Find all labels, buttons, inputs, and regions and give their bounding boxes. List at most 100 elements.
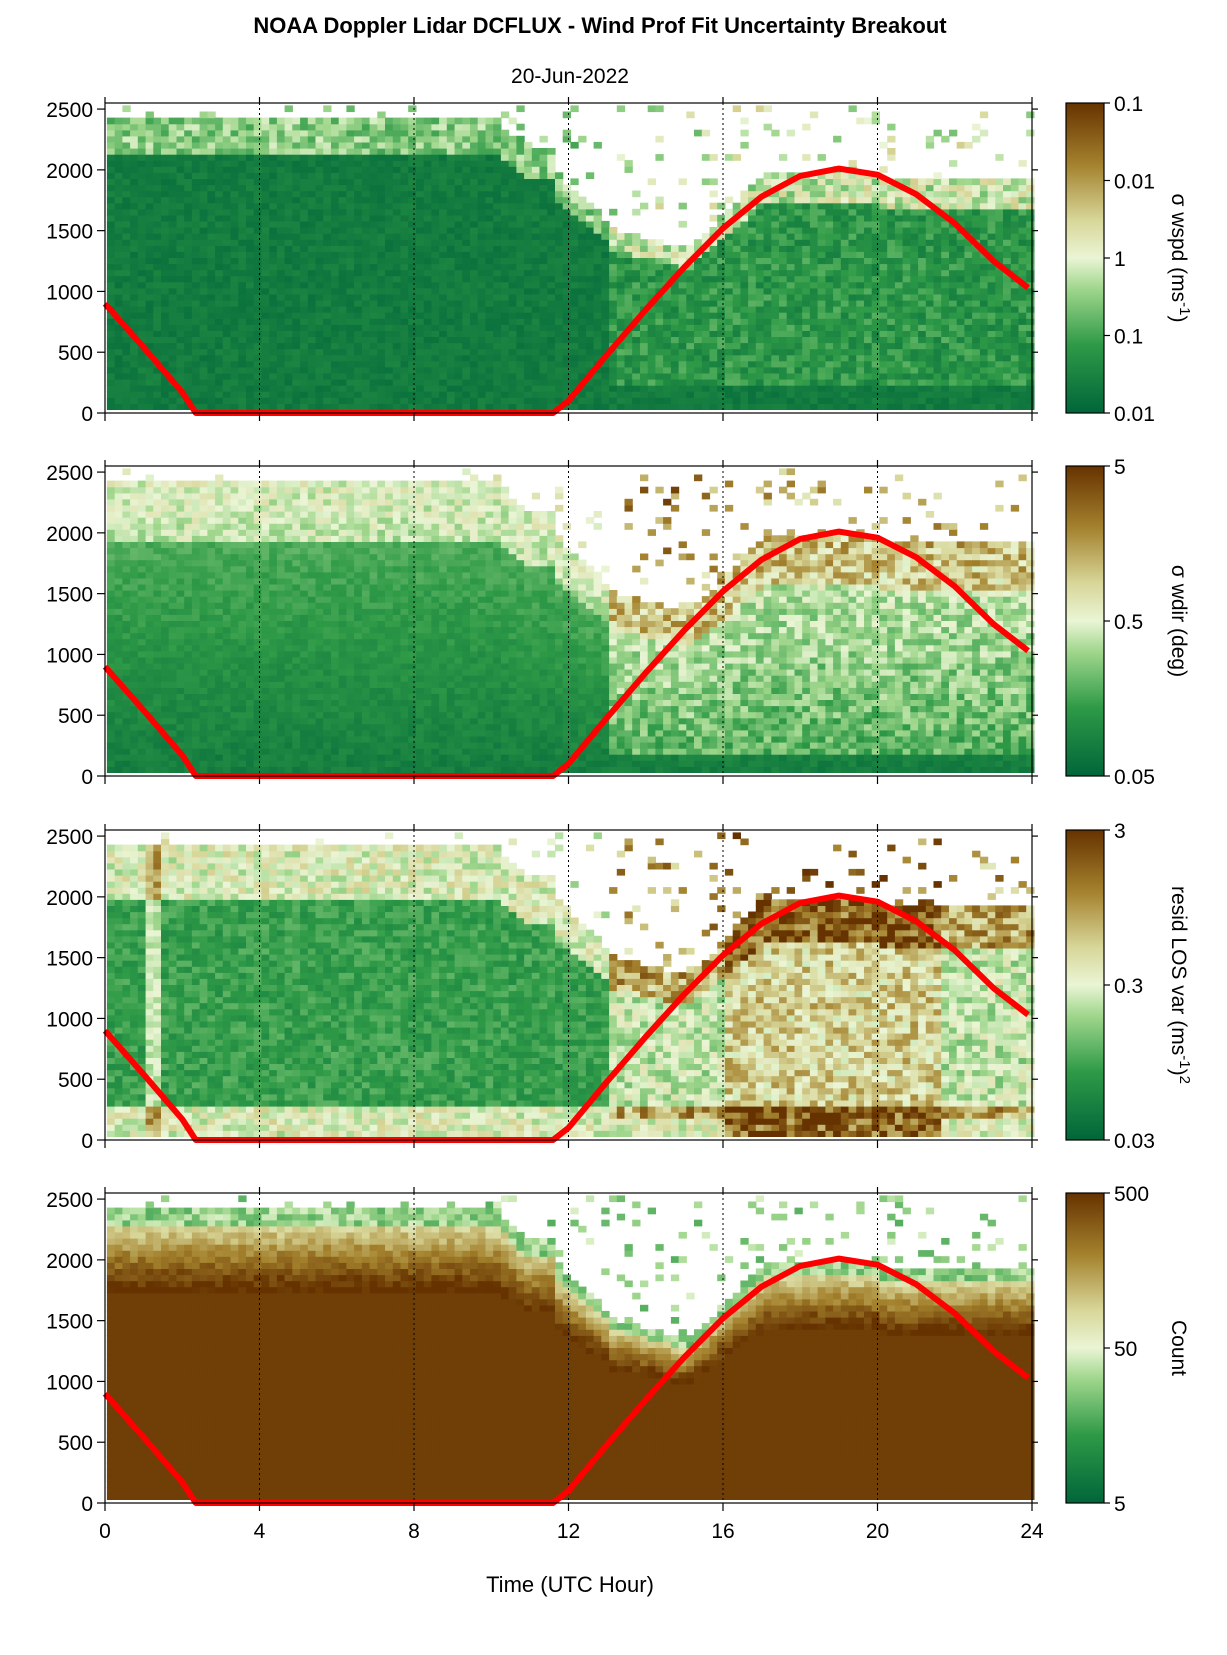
heatmap-cell <box>215 391 224 398</box>
heatmap-cell <box>215 342 224 350</box>
heatmap-cell <box>979 227 989 234</box>
heatmap-cell <box>184 233 193 240</box>
heatmap-cell <box>856 293 865 301</box>
heatmap-cell <box>114 166 123 173</box>
heatmap-cell <box>1003 239 1012 246</box>
heatmap-cell <box>230 154 239 161</box>
heatmap-cell <box>755 360 765 368</box>
heatmap-cell <box>130 160 139 167</box>
heatmap-cell <box>323 360 332 368</box>
heatmap-cell <box>446 220 456 228</box>
heatmap-cell <box>701 257 711 265</box>
heatmap-cell <box>462 214 471 222</box>
heatmap-cell <box>439 269 448 277</box>
heatmap-cell <box>531 324 541 331</box>
heatmap-cell <box>191 208 201 216</box>
heatmap-cell <box>446 208 456 216</box>
heatmap-cell <box>168 148 177 155</box>
heatmap-cell <box>516 160 525 167</box>
heatmap-cell <box>493 385 502 392</box>
heatmap-cell <box>894 227 904 234</box>
heatmap-cell <box>207 257 216 265</box>
heatmap-cell <box>470 275 479 283</box>
heatmap-cell <box>470 129 479 137</box>
heatmap-cell <box>145 299 154 307</box>
heatmap-cell <box>848 330 857 337</box>
heatmap-cell <box>670 336 680 344</box>
heatmap-cell <box>655 306 664 313</box>
heatmap-cell <box>647 379 656 386</box>
heatmap-cell <box>261 391 270 398</box>
heatmap-cell <box>964 366 973 374</box>
heatmap-cell <box>261 227 270 234</box>
heatmap-cell <box>199 275 208 283</box>
heatmap-cell <box>215 318 224 325</box>
heatmap-cell <box>609 360 618 368</box>
heatmap-cell <box>956 245 965 252</box>
heatmap-cell <box>462 312 471 319</box>
heatmap-cell <box>717 391 726 398</box>
heatmap-cell <box>161 342 170 350</box>
heatmap-cell <box>609 397 618 404</box>
heatmap-cell <box>462 233 471 240</box>
heatmap-cell <box>284 227 293 234</box>
heatmap-cell <box>292 154 301 161</box>
heatmap-cell <box>508 160 517 167</box>
heatmap-cell <box>531 403 541 410</box>
heatmap-cell <box>825 336 834 344</box>
heatmap-cell <box>408 287 417 295</box>
heatmap-cell <box>408 117 417 125</box>
heatmap-cell <box>423 312 432 319</box>
heatmap-cell <box>910 227 919 234</box>
heatmap-cell <box>1010 342 1020 350</box>
heatmap-cell <box>222 318 232 325</box>
heatmap-cell <box>562 227 571 234</box>
heatmap-cell <box>176 269 185 277</box>
heatmap-cell <box>377 257 386 265</box>
heatmap-cell <box>331 330 340 337</box>
heatmap-cell <box>477 269 486 277</box>
heatmap-cell <box>763 257 772 265</box>
heatmap-cell <box>385 129 394 137</box>
heatmap-cell <box>191 178 201 186</box>
heatmap-cell <box>446 245 456 252</box>
heatmap-cell <box>261 379 270 386</box>
heatmap-cell <box>315 372 324 380</box>
heatmap-cell <box>176 336 185 344</box>
heatmap-cell <box>539 293 548 301</box>
heatmap-cell <box>794 239 803 246</box>
heatmap-cell <box>655 385 664 392</box>
heatmap-cell <box>477 141 486 149</box>
heatmap-cell <box>585 385 595 392</box>
heatmap-cell <box>331 306 340 313</box>
heatmap-cell <box>887 154 896 161</box>
heatmap-cell <box>647 348 656 356</box>
heatmap-cell <box>114 202 123 210</box>
heatmap-cell <box>717 403 726 410</box>
heatmap-cell <box>539 287 548 295</box>
heatmap-cell <box>199 372 208 380</box>
heatmap-cell <box>415 263 425 271</box>
heatmap-cell <box>1003 220 1012 228</box>
heatmap-cell <box>176 123 185 131</box>
heatmap-cell <box>161 324 170 331</box>
heatmap-cell <box>176 239 185 246</box>
heatmap-cell <box>408 148 417 155</box>
heatmap-cell <box>547 178 556 186</box>
heatmap-cell <box>531 202 541 210</box>
heatmap-cell <box>624 397 633 404</box>
heatmap-cell <box>894 397 904 404</box>
heatmap-cell <box>423 403 432 410</box>
heatmap-cell <box>385 275 394 283</box>
heatmap-cell <box>392 269 402 277</box>
heatmap-cell <box>222 348 232 356</box>
heatmap-cell <box>678 348 687 356</box>
heatmap-cell <box>470 166 479 173</box>
heatmap-cell <box>856 233 865 240</box>
heatmap-cell <box>809 342 819 350</box>
heatmap-cell <box>539 196 548 204</box>
heatmap-cell <box>531 385 541 392</box>
heatmap-cell <box>678 287 687 295</box>
heatmap-cell <box>431 172 440 179</box>
heatmap-cell <box>848 397 857 404</box>
